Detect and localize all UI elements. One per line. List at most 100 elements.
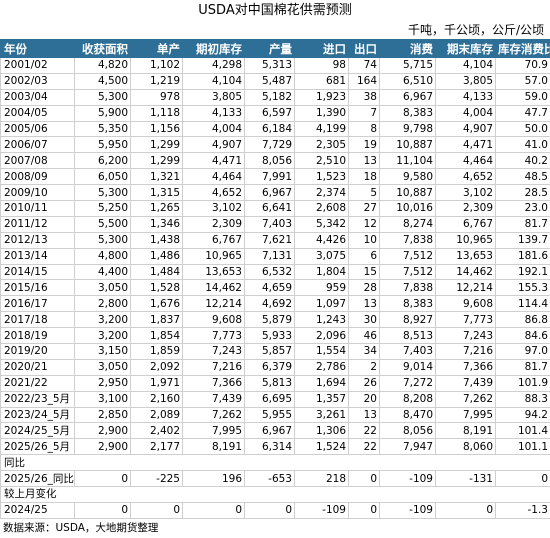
row-value-cell: 1,118 [130, 104, 183, 122]
row-value-cell: 2,160 [130, 390, 183, 408]
row-year-cell: 2015/16 [0, 279, 75, 297]
row-value-cell: 4,800 [74, 247, 131, 265]
row-value-cell: 6,597 [244, 104, 295, 122]
row-value-cell: 192.1 [495, 263, 550, 281]
row-value-cell: 1,299 [130, 152, 183, 170]
row-value-cell: 7,991 [244, 168, 295, 186]
row-value-cell: 5,300 [74, 231, 131, 249]
section-mom-row: 较上月变化 [0, 486, 550, 503]
row-value-cell: 6,767 [435, 215, 496, 233]
row-value-cell: 81.7 [495, 358, 550, 376]
row-value-cell: 4,820 [74, 57, 131, 74]
row-value-cell: 7,403 [379, 343, 436, 360]
row-value-cell: 2,900 [74, 438, 131, 456]
row-value-cell: 5,300 [74, 184, 131, 202]
row-value-cell: 2,800 [74, 295, 131, 313]
row-value-cell: 7,838 [379, 279, 436, 297]
table-row: 2016/17 2,800 1,676 12,214 4,692 1,097 13 8,383… [0, 295, 550, 313]
mom-cell: 2024/25 [0, 501, 75, 519]
row-year-cell: 2006/07 [0, 136, 75, 154]
row-value-cell: 7,243 [182, 343, 245, 360]
row-year-cell: 2009/10 [0, 184, 75, 202]
row-value-cell: 1,676 [130, 295, 183, 313]
row-value-cell: 14,462 [435, 263, 496, 281]
row-value-cell: 8,274 [379, 215, 436, 233]
row-value-cell: 6,050 [74, 168, 131, 186]
row-year-cell: 2011/12 [0, 215, 75, 233]
table-row: 2022/23_5月 3,100 2,160 7,439 6,695 1,357 20 8,2… [0, 390, 550, 408]
row-value-cell: 6,967 [244, 184, 295, 202]
row-value-cell: 5,715 [379, 57, 436, 74]
row-year-cell: 2018/19 [0, 327, 75, 345]
row-value-cell: 8,191 [182, 438, 245, 456]
row-year-cell: 2004/05 [0, 104, 75, 122]
row-value-cell: 8,513 [379, 327, 436, 345]
row-value-cell: 2,402 [130, 422, 183, 440]
row-value-cell: 14,462 [182, 279, 245, 297]
row-value-cell: 7,838 [379, 231, 436, 249]
yoy-cell: 196 [182, 470, 245, 488]
row-value-cell: 59.0 [495, 88, 550, 106]
row-year-cell: 2022/23_5月 [0, 390, 75, 408]
row-value-cell: 28.5 [495, 184, 550, 202]
row-value-cell: 8,383 [379, 295, 436, 313]
mom-cell: 0 [182, 501, 245, 519]
row-year-cell: 2017/18 [0, 311, 75, 329]
row-value-cell: 97.0 [495, 343, 550, 360]
header-consumption: 消费 [379, 39, 436, 58]
row-value-cell: 6,200 [74, 152, 131, 170]
row-value-cell: 7,995 [182, 422, 245, 440]
row-value-cell: 10,965 [435, 231, 496, 249]
header-harvest-area: 收获面积 [74, 39, 131, 58]
row-value-cell: 98 [294, 57, 349, 74]
row-value-cell: 6,510 [379, 72, 436, 90]
row-value-cell: 8,208 [379, 390, 436, 408]
row-value-cell: 3,261 [294, 406, 349, 424]
row-value-cell: 38 [348, 88, 380, 106]
row-value-cell: 7,131 [244, 247, 295, 265]
row-value-cell: 1,854 [130, 327, 183, 345]
row-value-cell: 18 [348, 168, 380, 186]
row-value-cell: 2,374 [294, 184, 349, 202]
header-exports: 出口 [348, 39, 380, 58]
table-row: 2004/05 5,900 1,118 4,133 6,597 1,390 7 8,383 4,… [0, 104, 550, 122]
table-row: 2023/24_5月 2,850 2,089 7,262 5,955 3,261 13 8,4… [0, 406, 550, 424]
header-year: 年份 [0, 39, 75, 58]
table-row: 2011/12 5,500 1,346 2,309 7,403 5,342 12 8,274 6… [0, 215, 550, 233]
table-row: 2025/26_5月 2,900 2,177 8,191 6,314 1,524 22 7,9… [0, 438, 550, 456]
row-value-cell: 7,439 [182, 390, 245, 408]
row-year-cell: 2007/08 [0, 152, 75, 170]
row-value-cell: 3,200 [74, 311, 131, 329]
row-value-cell: 2,786 [294, 358, 349, 376]
row-value-cell: 6,532 [244, 263, 295, 281]
header-imports: 进口 [294, 39, 349, 58]
row-value-cell: 10,887 [379, 136, 436, 154]
row-value-cell: 1,528 [130, 279, 183, 297]
row-value-cell: 3,102 [435, 184, 496, 202]
row-value-cell: 15 [348, 263, 380, 281]
row-value-cell: 5,933 [244, 327, 295, 345]
row-value-cell: 5,813 [244, 374, 295, 392]
row-value-cell: 2,900 [74, 422, 131, 440]
row-value-cell: 4,471 [182, 152, 245, 170]
section-mom-label: 较上月变化 [0, 486, 550, 503]
row-value-cell: 5 [348, 184, 380, 202]
row-value-cell: 88.3 [495, 390, 550, 408]
row-value-cell: 28 [348, 279, 380, 297]
yoy-cell: 0 [348, 470, 380, 488]
row-value-cell: 3,102 [182, 200, 245, 217]
header-production: 产量 [244, 39, 295, 58]
row-value-cell: 1,554 [294, 343, 349, 360]
row-year-cell: 2013/14 [0, 247, 75, 265]
row-value-cell: 3,075 [294, 247, 349, 265]
row-value-cell: 2,089 [130, 406, 183, 424]
row-value-cell: 81.7 [495, 215, 550, 233]
row-year-cell: 2019/20 [0, 343, 75, 360]
row-value-cell: 1,804 [294, 263, 349, 281]
row-year-cell: 2016/17 [0, 295, 75, 313]
row-value-cell: 1,315 [130, 184, 183, 202]
row-value-cell: 9,798 [379, 120, 436, 138]
row-value-cell: 1,097 [294, 295, 349, 313]
row-value-cell: 13 [348, 295, 380, 313]
row-year-cell: 2012/13 [0, 231, 75, 249]
